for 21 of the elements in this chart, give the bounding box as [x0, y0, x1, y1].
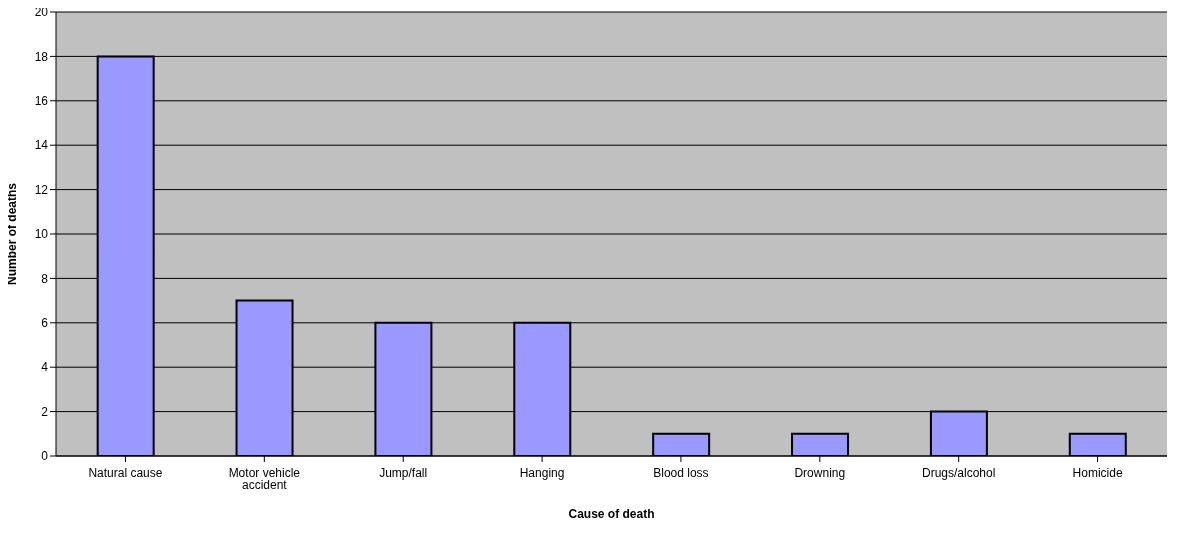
- y-tick-label: 2: [41, 404, 49, 419]
- x-tick-label: Hanging: [519, 465, 565, 480]
- x-axis-title: Cause of death: [568, 507, 655, 521]
- y-tick-label: 20: [34, 5, 49, 20]
- y-tick-label: 6: [41, 316, 49, 331]
- y-tick-label: 16: [34, 94, 49, 109]
- y-tick-label: 10: [34, 227, 49, 242]
- x-tick-label: Drugs/alcohol: [922, 465, 996, 480]
- y-tick-label: 14: [34, 138, 49, 153]
- y-tick-label: 0: [41, 449, 49, 464]
- y-tick-label: 12: [34, 182, 49, 197]
- x-tick-label: Motor vehicle accident: [228, 465, 301, 492]
- y-tick-label: 18: [34, 49, 49, 64]
- y-axis-title: Number of deaths: [5, 182, 20, 286]
- x-tick-label: Jump/fall: [379, 465, 428, 480]
- x-tick-label: Homicide: [1072, 465, 1123, 480]
- y-tick-label: 4: [41, 360, 49, 375]
- x-tick-label: Drowning: [794, 465, 846, 480]
- x-tick-label: Natural cause: [88, 465, 163, 480]
- x-tick-label: Blood loss: [653, 465, 709, 480]
- y-tick-label: 8: [41, 271, 49, 286]
